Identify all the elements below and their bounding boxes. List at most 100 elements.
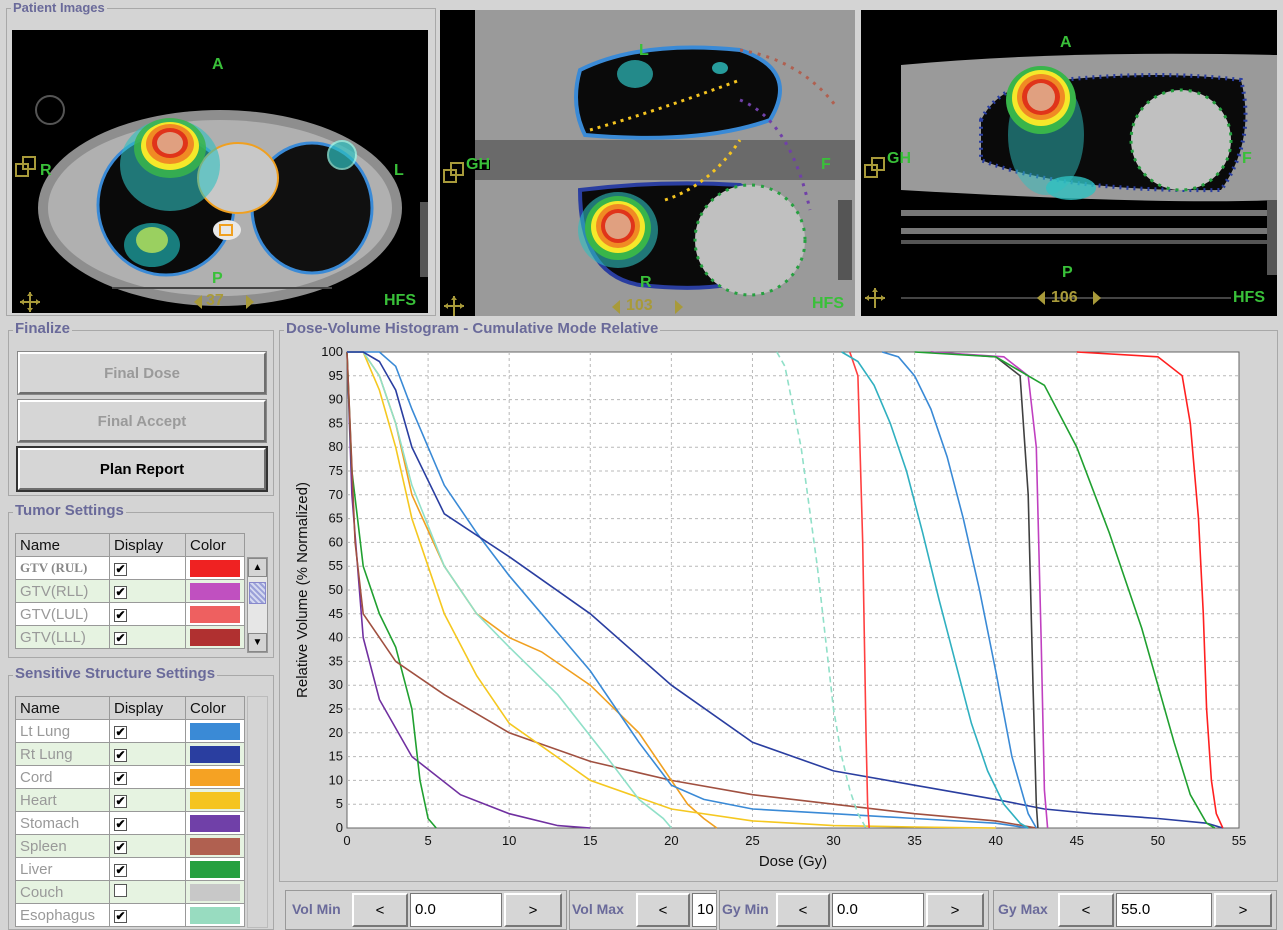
table-row[interactable]: Couch (15, 880, 245, 904)
structure-display-checkbox[interactable]: ✔ (109, 834, 186, 858)
y-tick-label: 75 (329, 463, 343, 478)
structure-color-cell[interactable] (185, 788, 245, 812)
table-row[interactable]: Lt Lung ✔ (15, 719, 245, 743)
color-swatch (190, 745, 240, 763)
vol-max-label: Vol Max (572, 901, 624, 917)
table-row[interactable]: GTV(LLL) ✔ (15, 625, 245, 649)
vol-min-input[interactable]: 0.0 (410, 893, 502, 927)
y-tick-label: 100 (321, 344, 343, 359)
structure-color-cell[interactable] (185, 903, 245, 927)
vol-min-decrement-button[interactable]: < (352, 893, 408, 927)
sensitive-scrollbar-track[interactable] (247, 696, 268, 928)
tumor-display-checkbox[interactable]: ✔ (109, 602, 186, 626)
structure-color-cell[interactable] (185, 765, 245, 789)
structure-display-checkbox[interactable]: ✔ (109, 857, 186, 881)
gy-min-input[interactable]: 0.0 (832, 893, 924, 927)
structure-color-cell[interactable] (185, 834, 245, 858)
x-tick-label: 15 (583, 833, 597, 848)
check-icon: ✔ (114, 862, 127, 877)
tumor-scrollbar[interactable]: ▲ ▼ (247, 557, 268, 653)
tumor-table: Name Display Color GTV (RUL) ✔ GTV(RLL) … (15, 533, 245, 649)
x-tick-label: 20 (664, 833, 678, 848)
table-row[interactable]: Rt Lung ✔ (15, 742, 245, 766)
x-tick-label: 50 (1151, 833, 1165, 848)
table-row[interactable]: GTV(LUL) ✔ (15, 602, 245, 626)
axial-label-left: R (40, 162, 52, 179)
table-row[interactable]: Liver ✔ (15, 857, 245, 881)
y-tick-label: 35 (329, 653, 343, 668)
tumor-header-color: Color (185, 533, 245, 557)
coronal-label-top: L (639, 42, 649, 59)
table-row[interactable]: Cord ✔ (15, 765, 245, 789)
sensitive-table: Name Display Color Lt Lung ✔ Rt Lung ✔ C… (15, 696, 245, 927)
gy-max-decrement-button[interactable]: < (1058, 893, 1114, 927)
axial-slice-number[interactable]: 37 (206, 292, 224, 309)
structure-name: Heart (15, 788, 110, 812)
structure-color-cell[interactable] (185, 719, 245, 743)
check-icon: ✔ (114, 839, 127, 854)
table-row[interactable]: Spleen ✔ (15, 834, 245, 858)
structure-display-checkbox[interactable]: ✔ (109, 788, 186, 812)
gy-max-increment-button[interactable]: > (1214, 893, 1272, 927)
gy-min-label: Gy Min (722, 901, 769, 917)
structure-color-cell[interactable] (185, 857, 245, 881)
check-icon: ✔ (114, 630, 127, 645)
coronal-slice-number[interactable]: 103 (626, 297, 653, 314)
gy-min-increment-button[interactable]: > (926, 893, 984, 927)
y-tick-label: 30 (329, 677, 343, 692)
structure-display-checkbox[interactable]: ✔ (109, 903, 186, 927)
scroll-thumb[interactable] (249, 582, 266, 604)
scroll-up-icon[interactable]: ▲ (248, 558, 267, 577)
dvh-title: Dose-Volume Histogram - Cumulative Mode … (284, 320, 661, 337)
vol-max-decrement-button[interactable]: < (636, 893, 690, 927)
table-row[interactable]: GTV (RUL) ✔ (15, 556, 245, 580)
structure-display-checkbox[interactable]: ✔ (109, 765, 186, 789)
final-accept-button[interactable]: Final Accept (17, 399, 267, 443)
check-icon: ✔ (114, 607, 127, 622)
check-icon: ✔ (114, 747, 127, 762)
structure-display-checkbox[interactable]: ✔ (109, 811, 186, 835)
table-row[interactable]: Heart ✔ (15, 788, 245, 812)
vol-min-group: Vol Min < 0.0 > (285, 890, 567, 930)
gy-max-input[interactable]: 55.0 (1116, 893, 1212, 927)
vol-max-input[interactable]: 10 (692, 893, 716, 927)
tumor-display-checkbox[interactable]: ✔ (109, 556, 186, 580)
vol-max-group: Vol Max < 10 (569, 890, 717, 930)
dvh-chart[interactable]: 0 5 10 15 20 25 30 35 40 45 50 55 0 5 10 15 20 25 30 35 40 45… (284, 338, 1274, 878)
scroll-down-icon[interactable]: ▼ (248, 633, 267, 652)
gy-max-label: Gy Max (998, 901, 1048, 917)
tumor-color-cell[interactable] (185, 556, 245, 580)
x-tick-label: 30 (826, 833, 840, 848)
structure-color-cell[interactable] (185, 811, 245, 835)
table-row[interactable]: Esophagus ✔ (15, 903, 245, 927)
table-row[interactable]: GTV(RLL) ✔ (15, 579, 245, 603)
color-swatch (190, 582, 240, 600)
plan-report-button[interactable]: Plan Report (16, 446, 268, 492)
tumor-display-checkbox[interactable]: ✔ (109, 625, 186, 649)
y-tick-label: 25 (329, 701, 343, 716)
structure-color-cell[interactable] (185, 742, 245, 766)
structure-display-checkbox[interactable]: ✔ (109, 742, 186, 766)
table-row[interactable]: Stomach ✔ (15, 811, 245, 835)
final-dose-button[interactable]: Final Dose (17, 351, 267, 395)
controls-bar: Vol Min < 0.0 > Vol Max < 10 Gy Min < 0.… (285, 888, 1281, 930)
tumor-color-cell[interactable] (185, 602, 245, 626)
structure-display-checkbox[interactable]: ✔ (109, 719, 186, 743)
structure-color-cell[interactable] (185, 880, 245, 904)
tumor-color-cell[interactable] (185, 625, 245, 649)
x-tick-label: 40 (988, 833, 1002, 848)
structure-display-checkbox[interactable] (109, 880, 186, 904)
check-icon: ✔ (114, 793, 127, 808)
structure-name: Liver (15, 857, 110, 881)
gy-min-decrement-button[interactable]: < (776, 893, 830, 927)
y-tick-label: 40 (329, 630, 343, 645)
sagittal-slice-number[interactable]: 106 (1051, 289, 1078, 306)
sagittal-viewer[interactable]: A GH F P 106 HFS (861, 10, 1277, 316)
tumor-color-cell[interactable] (185, 579, 245, 603)
axial-viewer[interactable]: A R L P 37 HFS (12, 30, 428, 313)
coronal-viewer[interactable]: L GH F R 103 HFS (440, 10, 855, 316)
dvh-curve (347, 351, 1224, 829)
tumor-display-checkbox[interactable]: ✔ (109, 579, 186, 603)
x-axis-label: Dose (Gy) (759, 853, 827, 870)
vol-min-increment-button[interactable]: > (504, 893, 562, 927)
